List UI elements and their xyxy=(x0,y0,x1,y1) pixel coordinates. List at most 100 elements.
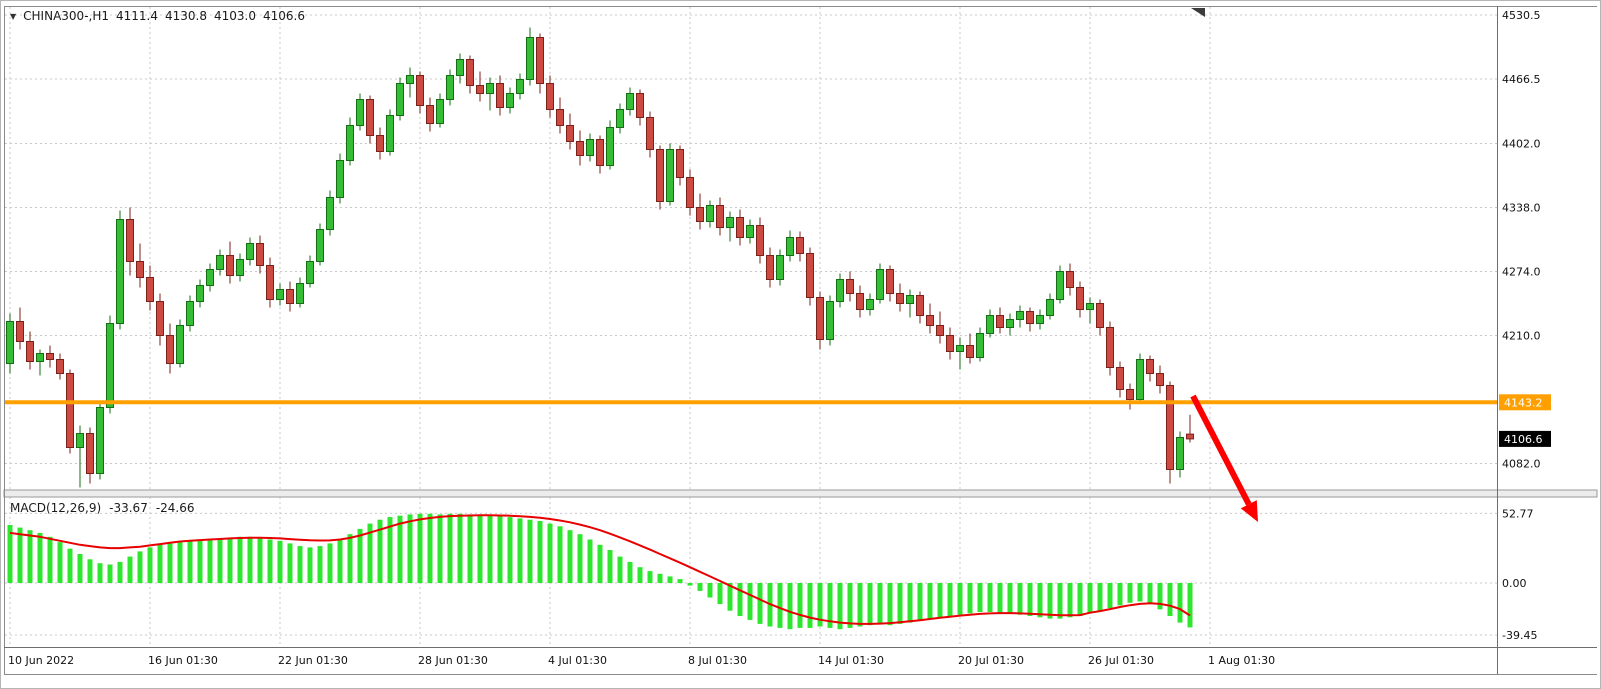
macd-histogram-bar xyxy=(737,583,743,616)
candle-body xyxy=(796,237,804,254)
candle-body xyxy=(276,289,284,300)
candle-body xyxy=(956,345,964,352)
candle-body xyxy=(1066,271,1074,288)
candle-body xyxy=(316,229,324,262)
macd-histogram-bar xyxy=(757,583,763,624)
macd-histogram-bar xyxy=(1187,583,1193,628)
candle-body xyxy=(1176,437,1184,470)
macd-axis-label: 52.77 xyxy=(1502,507,1534,520)
macd-histogram-bar xyxy=(517,518,523,583)
candle-body xyxy=(226,255,234,276)
candle-body xyxy=(136,261,144,278)
candle-body xyxy=(416,75,424,106)
macd-histogram-bar xyxy=(687,583,693,586)
macd-histogram-bar xyxy=(27,530,33,583)
chart-shift-marker[interactable] xyxy=(1191,8,1205,17)
macd-histogram-bar xyxy=(67,548,73,583)
macd-histogram-bar xyxy=(17,527,23,583)
candle-body xyxy=(356,99,364,126)
macd-histogram-bar xyxy=(717,583,723,605)
candle-body xyxy=(816,297,824,340)
candle-body xyxy=(886,269,894,294)
candle-body xyxy=(876,269,884,300)
macd-histogram-bar xyxy=(827,583,833,628)
macd-histogram-bar xyxy=(257,538,263,584)
candle-body xyxy=(396,83,404,116)
macd-histogram-bar xyxy=(167,543,173,583)
macd-signal-line xyxy=(9,514,1191,625)
price-axis-label: 4274.0 xyxy=(1502,266,1541,279)
candle-body xyxy=(1116,367,1124,390)
candle-body xyxy=(166,335,174,364)
macd-histogram-bar xyxy=(857,583,863,627)
candle-body xyxy=(696,207,704,222)
macd-histogram-bar xyxy=(307,547,313,583)
candle-body xyxy=(586,139,594,156)
macd-histogram-bar xyxy=(917,583,923,620)
candle-body xyxy=(386,115,394,152)
macd-histogram-bar xyxy=(537,521,543,583)
candle-body xyxy=(856,293,864,310)
price-axis-label: 4338.0 xyxy=(1502,202,1541,215)
macd-indicator-header: MACD(12,26,9) -33.67 -24.66 xyxy=(10,501,195,515)
trend-arrow-head[interactable] xyxy=(1240,500,1258,522)
macd-histogram-bar xyxy=(377,519,383,583)
macd-histogram-bar xyxy=(7,525,13,583)
candle-body xyxy=(836,279,844,302)
macd-histogram-bar xyxy=(1017,583,1023,615)
macd-histogram-bar xyxy=(507,517,513,584)
candle-body xyxy=(666,149,674,202)
macd-histogram-bar xyxy=(267,539,273,583)
symbol-dropdown-icon[interactable]: ▼ xyxy=(10,11,17,21)
time-axis-label: 8 Jul 01:30 xyxy=(688,654,747,667)
time-axis[interactable] xyxy=(4,648,1597,674)
macd-histogram-bar xyxy=(1147,583,1153,605)
candle-body xyxy=(296,283,304,304)
hline-price-tag xyxy=(1499,394,1551,411)
macd-histogram-bar xyxy=(1057,583,1063,619)
macd-histogram-bar xyxy=(747,583,753,620)
candle-body xyxy=(1076,287,1084,310)
candle-body xyxy=(216,255,224,270)
macd-histogram-bar xyxy=(977,583,983,612)
candle-body xyxy=(846,279,854,294)
macd-histogram-bar xyxy=(217,538,223,584)
time-axis-label: 26 Jul 01:30 xyxy=(1088,654,1154,667)
ohlc-high-value: 4130.8 xyxy=(165,9,207,23)
macd-histogram-bar xyxy=(457,513,463,584)
macd-histogram-bar xyxy=(887,583,893,626)
macd-histogram-bar xyxy=(1097,583,1103,611)
macd-histogram-bar xyxy=(127,556,133,583)
price-axis-label: 4082.0 xyxy=(1502,458,1541,471)
macd-histogram-bar xyxy=(957,583,963,615)
candle-body xyxy=(426,105,434,124)
macd-histogram-bar xyxy=(87,559,93,583)
macd-histogram-bar xyxy=(997,583,1003,614)
trend-arrow-shaft[interactable] xyxy=(1190,394,1252,506)
candle-body xyxy=(686,177,694,208)
candle-body xyxy=(706,205,714,222)
candle-body xyxy=(786,237,794,256)
candle-body xyxy=(36,353,44,362)
ohlc-open-value: 4111.4 xyxy=(116,9,158,23)
macd-histogram-bar xyxy=(727,583,733,611)
candle-body xyxy=(556,109,564,126)
price-axis-label: 4210.0 xyxy=(1502,330,1541,343)
macd-histogram-bar xyxy=(177,542,183,583)
time-axis-label: 16 Jun 01:30 xyxy=(148,654,218,667)
macd-histogram-bar xyxy=(1027,583,1033,616)
candle-body xyxy=(1016,311,1024,320)
macd-histogram-bar xyxy=(287,543,293,583)
macd-histogram-bar xyxy=(647,571,653,583)
candle-body xyxy=(976,333,984,358)
candle-body xyxy=(1096,303,1104,328)
candle-body xyxy=(1006,319,1014,328)
macd-histogram-bar xyxy=(247,536,253,583)
candle-body xyxy=(986,315,994,334)
macd-indicator-name: MACD(12,26,9) xyxy=(10,501,102,515)
price-axis[interactable] xyxy=(1498,6,1600,674)
panel-divider[interactable] xyxy=(3,489,1598,498)
macd-histogram-bar xyxy=(657,573,663,583)
candle-body xyxy=(56,359,64,374)
